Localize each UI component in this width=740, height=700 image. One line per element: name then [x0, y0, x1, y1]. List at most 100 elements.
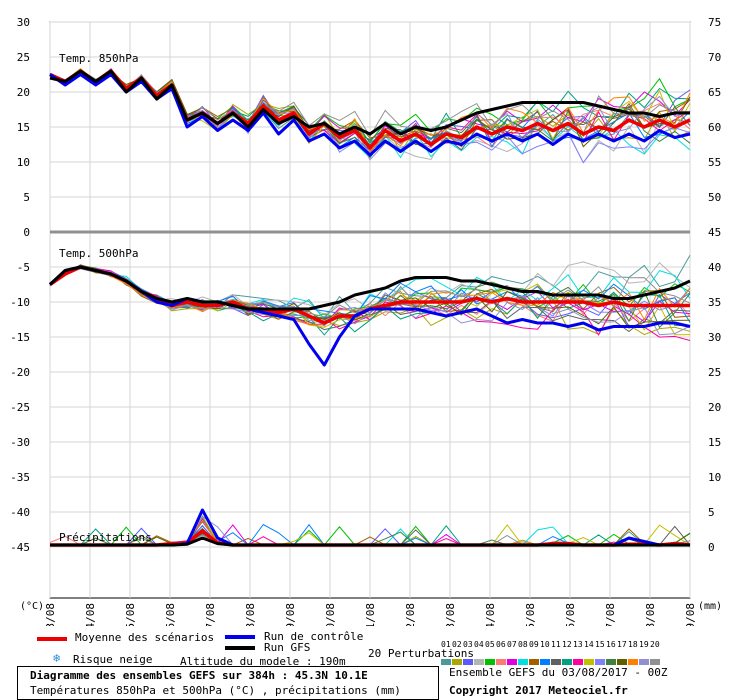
y-tick-left: 30: [17, 16, 30, 29]
x-tick-label: 13/08: [444, 603, 457, 626]
y-tick-right: 5: [708, 506, 715, 519]
snow-label: Risque neige: [73, 653, 153, 666]
perturbation-number: 10: [540, 640, 550, 649]
label-500: Temp. 500hPa: [59, 247, 138, 260]
x-tick-label: 15/08: [524, 603, 537, 626]
x-tick-label: 05/08: [124, 603, 137, 626]
x-tick-label: 17/08: [604, 603, 617, 626]
control-swatch: [225, 635, 255, 639]
perturbation-color-chip: [474, 659, 484, 665]
label-850: Temp. 850hPa: [59, 52, 138, 65]
perturbation-color-chip: [606, 659, 616, 665]
perturbation-number: 07: [507, 640, 517, 649]
snowflake-icon: ❄: [53, 651, 61, 665]
gfs-line: [48, 265, 691, 311]
y-tick-right: 65: [708, 86, 721, 99]
y-tick-right: 35: [708, 296, 721, 309]
chart-subtitle: Températures 850hPa et 500hPa (°C) , pré…: [30, 684, 401, 697]
y-tick-left: -40: [10, 506, 30, 519]
y-tick-left: 25: [17, 51, 30, 64]
perturbation-number: 17: [617, 640, 627, 649]
perturbation-color-chip: [617, 659, 627, 665]
left-unit: (°C): [20, 601, 44, 612]
y-tick-right: 45: [708, 226, 721, 239]
y-tick-right: 75: [708, 16, 721, 29]
perturbation-color-chip: [496, 659, 506, 665]
x-tick-label: 11/08: [364, 603, 377, 626]
perturbation-number: 11: [551, 640, 561, 649]
y-tick-left: 5: [23, 191, 30, 204]
x-tick-label: 03/08: [44, 603, 57, 626]
x-tick-label: 04/08: [84, 603, 97, 626]
y-tick-left: 0: [23, 226, 30, 239]
right-unit: (mm): [698, 601, 722, 612]
y-tick-left: 15: [17, 121, 30, 134]
x-tick-label: 09/08: [284, 603, 297, 626]
perturbations-label: 20 Perturbations: [368, 647, 474, 660]
gefs-ensemble-chart: Temp. 850hPa Temp. 500hPa Précipitations…: [10, 16, 722, 626]
perturbation-color-chip: [650, 659, 660, 665]
perturbation-color-chip: [485, 659, 495, 665]
gfs-line: [49, 69, 690, 136]
control-label: Run de contrôle: [264, 630, 364, 643]
perturbation-color-chip: [573, 659, 583, 665]
perturbation-number: 08: [518, 640, 528, 649]
y-tick-right: 20: [708, 401, 721, 414]
perturbation-number: 14: [584, 640, 594, 649]
main-series: [48, 69, 691, 547]
x-tick-label: 10/08: [324, 603, 337, 626]
chart-title: Diagramme des ensembles GEFS sur 384h : …: [30, 669, 368, 682]
x-tick-label: 12/08: [404, 603, 417, 626]
gfs-swatch: [225, 646, 255, 650]
y-tick-left: -5: [17, 261, 30, 274]
perturbation-number: 05: [485, 640, 495, 649]
y-tick-right: 0: [708, 541, 715, 554]
legend-footer: Moyenne des scénarios Run de contrôle Ru…: [0, 626, 740, 700]
perturbation-number: 16: [606, 640, 616, 649]
y-tick-right: 40: [708, 261, 721, 274]
perturbation-number: 18: [628, 640, 638, 649]
run-info: Ensemble GEFS du 03/08/2017 - 00Z: [449, 666, 668, 679]
perturbation-number: 13: [573, 640, 583, 649]
perturbation-number: 01: [441, 640, 451, 649]
y-tick-left: -15: [10, 331, 30, 344]
perturbation-color-chip: [507, 659, 517, 665]
ensemble-member-line: [49, 70, 691, 148]
perturbation-number: 20: [650, 640, 660, 649]
control-line: [48, 265, 691, 367]
axes: 03/08 04/08 05/08 06/08 07/08 08/08 09/08 10/08…: [10, 16, 721, 626]
perturbation-colors: [441, 650, 661, 669]
y-tick-right: 30: [708, 331, 721, 344]
perturbation-color-chip: [628, 659, 638, 665]
y-tick-right: 15: [708, 436, 721, 449]
y-tick-left: -45: [10, 541, 30, 554]
mean-label: Moyenne des scénarios: [75, 631, 215, 644]
y-tick-left: -30: [10, 436, 30, 449]
y-tick-left: 20: [17, 86, 30, 99]
mean-swatch: [37, 637, 67, 641]
perturbation-number: 02: [452, 640, 462, 649]
y-tick-right: 10: [708, 471, 721, 484]
y-tick-right: 55: [708, 156, 721, 169]
perturbation-color-chip: [551, 659, 561, 665]
y-tick-right: 70: [708, 51, 721, 64]
perturbation-color-chip: [540, 659, 550, 665]
copyright: Copyright 2017 Meteociel.fr: [449, 684, 628, 697]
perturbation-color-chip: [595, 659, 605, 665]
perturbation-color-chip: [463, 659, 473, 665]
y-tick-left: -10: [10, 296, 30, 309]
title-box: Diagramme des ensembles GEFS sur 384h : …: [17, 666, 439, 700]
x-tick-label: 19/08: [684, 603, 697, 626]
perturbation-color-chip: [441, 659, 451, 665]
perturbation-number: 19: [639, 640, 649, 649]
perturbation-number: 09: [529, 640, 539, 649]
y-tick-left: -35: [10, 471, 30, 484]
x-tick-label: 06/08: [164, 603, 177, 626]
x-tick-label: 08/08: [244, 603, 257, 626]
mean-line: [49, 69, 691, 150]
perturbation-color-chip: [529, 659, 539, 665]
perturbation-color-chip: [639, 659, 649, 665]
perturbation-color-chip: [518, 659, 528, 665]
perturbation-numbers: 0102030405060708091011121314151617181920: [441, 640, 661, 649]
perturbation-color-chip: [452, 659, 462, 665]
